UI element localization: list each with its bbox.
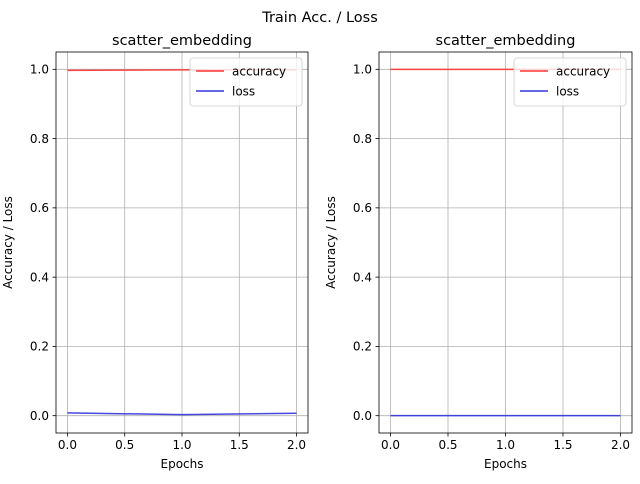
y-tick-label: 0.6 [353, 201, 372, 215]
x-tick-label: 2.0 [611, 438, 630, 452]
y-tick-label: 0.2 [353, 340, 372, 354]
y-tick-label: 1.0 [30, 63, 49, 77]
y-tick-label: 0.6 [30, 201, 49, 215]
figure-suptitle: Train Acc. / Loss [261, 10, 378, 26]
y-tick-label: 0.8 [353, 132, 372, 146]
legend: accuracy loss [189, 57, 303, 107]
chart-title: scatter_embedding [112, 33, 252, 49]
x-tick-label: 0.0 [58, 438, 77, 452]
chart-title: scatter_embedding [436, 33, 576, 49]
x-tick-label: 0.5 [438, 438, 457, 452]
legend-label-loss: loss [556, 84, 579, 98]
y-tick-label: 0.2 [30, 340, 49, 354]
x-tick-label: 1.5 [230, 438, 249, 452]
legend-box [189, 57, 303, 107]
legend-label-loss: loss [232, 84, 255, 98]
chart-panel-2: 0.0 0.5 1.0 1.5 2.0 0.0 0.2 0.4 0.6 0.8 1.0 scatter… [324, 33, 633, 471]
y-tick-label: 0.4 [30, 270, 49, 284]
y-tick-label: 0.0 [30, 409, 49, 423]
legend-box [513, 57, 627, 107]
y-axis-label: Accuracy / Loss [324, 196, 338, 289]
x-tick-label: 0.0 [381, 438, 400, 452]
series-line-loss [67, 412, 297, 416]
y-tick-label: 0.8 [30, 132, 49, 146]
x-tick-label: 0.5 [115, 438, 134, 452]
y-tick-label: 0.0 [353, 409, 372, 423]
y-tick-label: 1.0 [353, 63, 372, 77]
legend: accuracy loss [513, 57, 627, 107]
x-tick-label: 2.0 [287, 438, 306, 452]
y-axis-label: Accuracy / Loss [1, 196, 15, 289]
x-tick-label: 1.0 [172, 438, 191, 452]
y-tick-label: 0.4 [353, 270, 372, 284]
chart-panel-1: 0.0 0.5 1.0 1.5 2.0 0.0 0.2 0.4 0.6 0.8 1.0 scatter… [1, 33, 309, 471]
x-tick-label: 1.0 [496, 438, 515, 452]
x-axis-label: Epochs [161, 457, 204, 471]
x-tick-label: 1.5 [553, 438, 572, 452]
legend-label-accuracy: accuracy [556, 64, 610, 78]
legend-label-accuracy: accuracy [232, 64, 286, 78]
x-axis-label: Epochs [484, 457, 527, 471]
